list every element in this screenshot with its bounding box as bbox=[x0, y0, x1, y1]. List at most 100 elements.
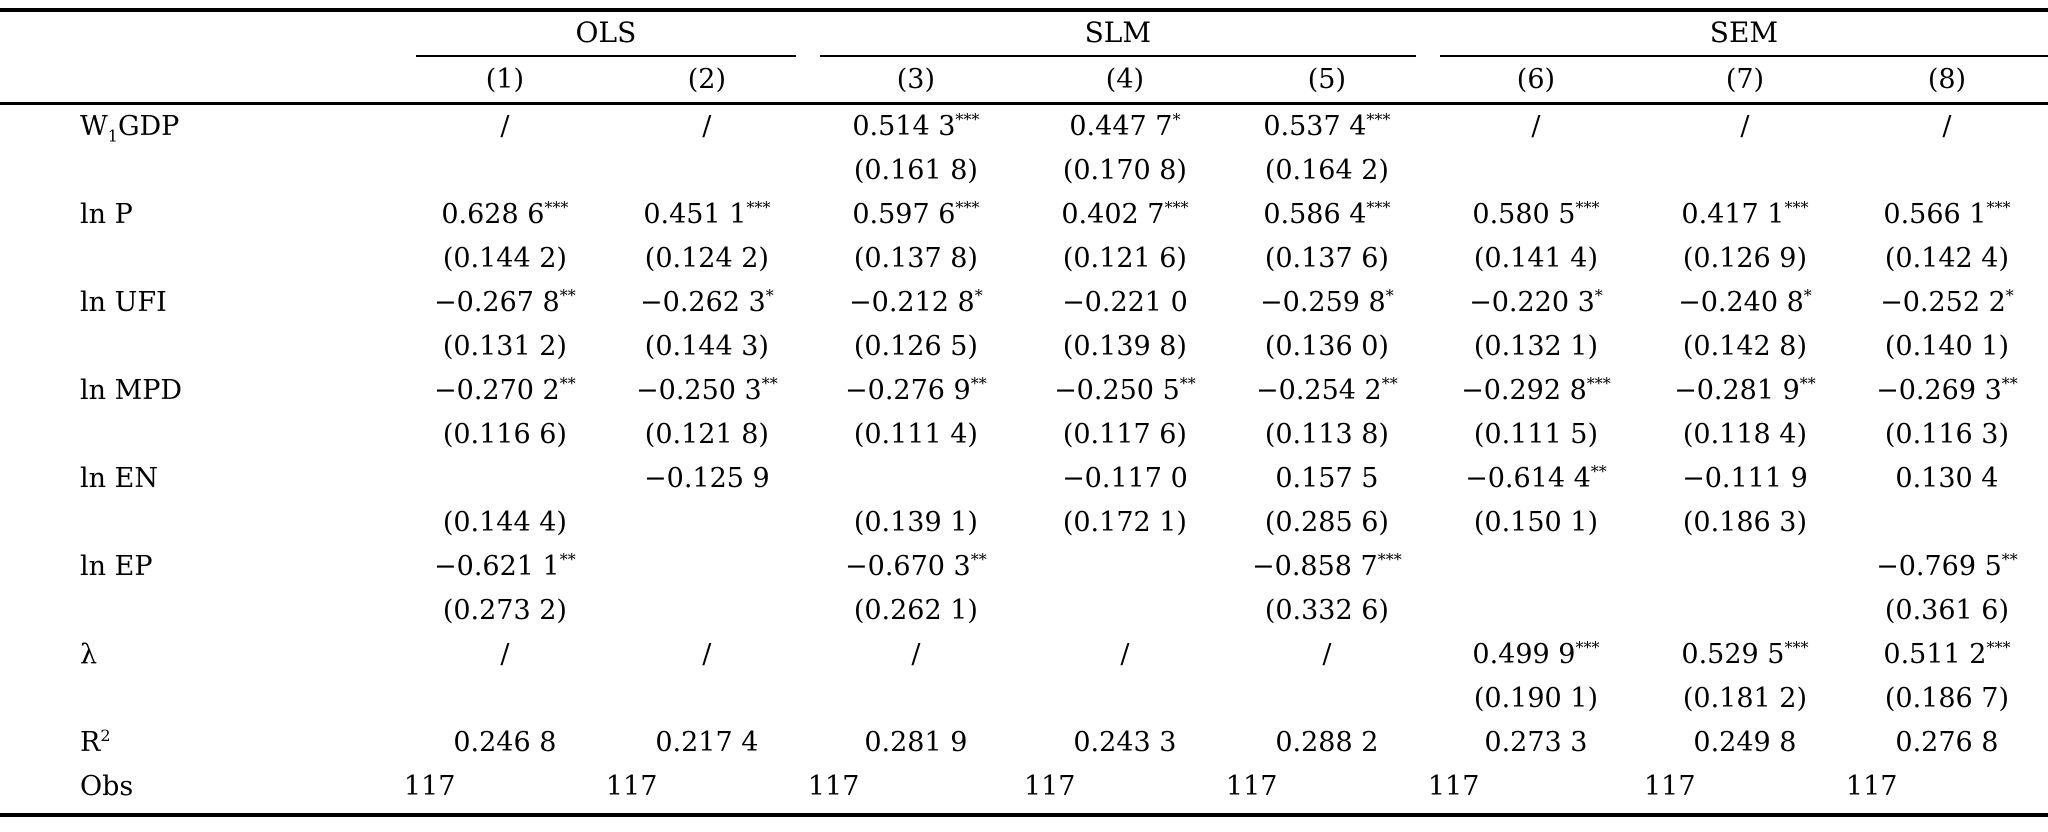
coef-value: 0.529 5 bbox=[1681, 639, 1785, 670]
variable-label: ln MPD bbox=[80, 375, 183, 406]
row-lambda-se: (0.190 1) (0.181 2) (0.186 7) bbox=[0, 677, 2048, 721]
coef-cell: 0.580 5*** bbox=[1428, 193, 1644, 237]
coef-value: 0.628 6 bbox=[441, 199, 545, 230]
std-error-cell: (0.170 8) bbox=[1062, 155, 1187, 186]
significance-stars: ** bbox=[1381, 374, 1398, 393]
coef-cell: 0.586 4*** bbox=[1226, 193, 1428, 237]
coef-value: 0.566 1 bbox=[1883, 199, 1987, 230]
coef-cell bbox=[404, 457, 606, 501]
std-error-cell: (0.137 8) bbox=[853, 243, 978, 274]
coef-cell: / bbox=[1428, 104, 1644, 150]
coef-cell: −0.250 5** bbox=[1024, 369, 1226, 413]
row-lnp-se: (0.144 2) (0.124 2) (0.137 8) (0.121 6) (0.1… bbox=[0, 237, 2048, 281]
coef-value: 0.402 7 bbox=[1061, 199, 1165, 230]
significance-stars: *** bbox=[1586, 374, 1611, 393]
coef-cell: 0.447 7* bbox=[1024, 104, 1226, 150]
r2-cell: 0.249 8 bbox=[1693, 727, 1797, 758]
std-error-cell: (0.136 0) bbox=[1264, 331, 1389, 362]
coef-cell bbox=[1428, 545, 1644, 589]
coef-value: 0.157 5 bbox=[1275, 463, 1379, 494]
coef-cell: −0.262 3* bbox=[606, 281, 808, 325]
std-error-cell bbox=[1428, 589, 1644, 633]
row-lnep-coef: ln EP −0.621 1** −0.670 3** −0.858 7*** −0.7… bbox=[0, 545, 2048, 589]
coef-cell: −0.250 3** bbox=[606, 369, 808, 413]
std-error-cell: (0.137 6) bbox=[1264, 243, 1389, 274]
coef-value: −0.292 8 bbox=[1461, 375, 1587, 406]
std-error-cell: (0.144 4) bbox=[442, 507, 567, 538]
coef-value: −0.240 8 bbox=[1678, 287, 1804, 318]
std-error-cell bbox=[1024, 677, 1226, 721]
significance-stars: * bbox=[765, 286, 774, 305]
column-header: (3) bbox=[896, 64, 936, 95]
coef-cell: −0.221 0 bbox=[1024, 281, 1226, 325]
coef-value: −0.614 4 bbox=[1465, 463, 1591, 494]
coef-cell: / bbox=[606, 104, 808, 150]
obs-cell: 117 bbox=[1225, 771, 1278, 802]
coef-cell bbox=[606, 545, 808, 589]
coef-value: −0.670 3 bbox=[845, 551, 971, 582]
r2-cell: 0.288 2 bbox=[1275, 727, 1379, 758]
std-error-cell: (0.116 3) bbox=[1884, 419, 2010, 450]
column-header: (4) bbox=[1105, 64, 1145, 95]
column-header: (7) bbox=[1725, 64, 1765, 95]
coef-cell: 0.402 7*** bbox=[1024, 193, 1226, 237]
row-lnmpd-coef: ln MPD −0.270 2** −0.250 3** −0.276 9** −0.2… bbox=[0, 369, 2048, 413]
variable-label: ln EP bbox=[80, 551, 153, 582]
std-error-cell: (0.161 8) bbox=[853, 155, 978, 186]
coef-cell: 0.157 5 bbox=[1226, 457, 1428, 501]
coef-value: −0.220 3 bbox=[1469, 287, 1595, 318]
std-error-cell bbox=[1226, 677, 1428, 721]
std-error-cell bbox=[1846, 501, 2048, 545]
r2-cell: 0.243 3 bbox=[1073, 727, 1177, 758]
coef-cell: / bbox=[1226, 633, 1428, 677]
coef-value: −0.250 3 bbox=[636, 375, 762, 406]
coef-cell bbox=[1644, 545, 1846, 589]
coef-cell: −0.276 9** bbox=[808, 369, 1024, 413]
coef-cell: 0.514 3*** bbox=[808, 104, 1024, 150]
row-w1gdp-coef: W1GDP //0.514 3*** 0.447 7* 0.537 4*** / / / bbox=[0, 104, 2048, 150]
significance-stars: * bbox=[1385, 286, 1394, 305]
variable-label: ln UFI bbox=[80, 287, 167, 318]
column-header: (1) bbox=[485, 64, 525, 95]
std-error-cell: (0.124 2) bbox=[644, 243, 769, 274]
significance-stars: * bbox=[1594, 286, 1603, 305]
std-error-cell: (0.139 1) bbox=[853, 507, 978, 538]
significance-stars: ** bbox=[1590, 462, 1607, 481]
coef-cell: −0.111 9 bbox=[1644, 457, 1846, 501]
obs-cell: 117 bbox=[807, 771, 860, 802]
coef-value: −0.621 1 bbox=[434, 551, 560, 582]
coef-value: −0.769 5 bbox=[1876, 551, 2002, 582]
std-error-cell bbox=[1846, 149, 2048, 193]
row-lnmpd-se: (0.116 6) (0.121 8) (0.111 4) (0.117 6) (0.1… bbox=[0, 413, 2048, 457]
column-header: (6) bbox=[1516, 64, 1556, 95]
coef-cell: / bbox=[1846, 104, 2048, 150]
row-lnen-coef: ln EN −0.125 9 −0.117 0 0.157 5 −0.614 4** −0… bbox=[0, 457, 2048, 501]
coef-cell: −0.117 0 bbox=[1024, 457, 1226, 501]
group-header-row: OLS SLM SEM bbox=[0, 10, 2048, 58]
significance-stars: *** bbox=[544, 198, 569, 217]
r2-cell: 0.217 4 bbox=[655, 727, 759, 758]
coef-cell: −0.269 3** bbox=[1846, 369, 2048, 413]
bottom-rule bbox=[0, 813, 2048, 817]
std-error-cell: (0.361 6) bbox=[1884, 595, 2010, 626]
variable-label: ln EN bbox=[80, 463, 158, 494]
coef-value: / bbox=[1942, 111, 1952, 142]
coef-cell: −0.267 8** bbox=[404, 281, 606, 325]
coef-cell: / bbox=[404, 633, 606, 677]
coef-value: −0.254 2 bbox=[1256, 375, 1382, 406]
std-error-cell bbox=[1644, 149, 1846, 193]
variable-label: ln P bbox=[80, 199, 133, 230]
std-error-cell: (0.131 2) bbox=[442, 331, 567, 362]
coef-cell: −0.270 2** bbox=[404, 369, 606, 413]
coef-cell: 0.529 5*** bbox=[1644, 633, 1846, 677]
coef-value: / bbox=[1120, 639, 1130, 670]
std-error-cell bbox=[606, 677, 808, 721]
significance-stars: * bbox=[1172, 110, 1181, 129]
coef-value: / bbox=[911, 639, 921, 670]
coef-cell: 0.566 1*** bbox=[1846, 193, 2048, 237]
significance-stars: *** bbox=[1784, 638, 1809, 657]
coef-value: 0.130 4 bbox=[1895, 463, 1999, 494]
coef-value: −0.262 3 bbox=[640, 287, 766, 318]
coef-cell: −0.240 8* bbox=[1644, 281, 1846, 325]
